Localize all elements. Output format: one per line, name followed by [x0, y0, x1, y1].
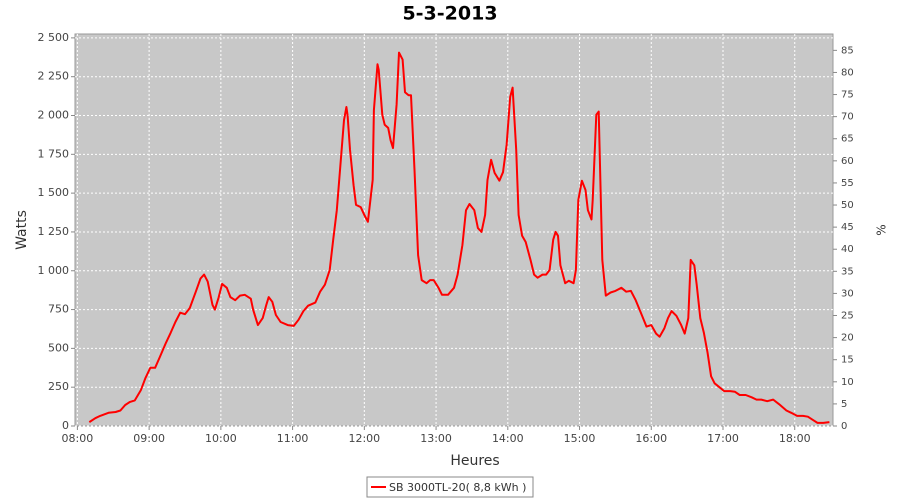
y2-tick-label: 0	[841, 421, 847, 432]
x-axis-label: Heures	[450, 453, 499, 469]
x-tick-label: 08:00	[62, 432, 94, 445]
y2-tick-label: 35	[841, 266, 854, 277]
y2-tick-label: 45	[841, 222, 854, 233]
y2-tick-label: 10	[841, 377, 854, 388]
y-tick-label: 500	[48, 341, 69, 354]
y2-tick-label: 70	[841, 112, 854, 123]
y2-tick-label: 40	[841, 244, 854, 255]
line-series	[88, 51, 830, 424]
x-tick-label: 18:00	[779, 432, 811, 445]
y2-tick-label: 30	[841, 288, 854, 299]
y2-tick-label: 25	[841, 311, 854, 322]
y2-tick-label: 65	[841, 134, 854, 145]
y-tick-label: 1 750	[38, 147, 70, 160]
y-tick-label: 0	[62, 419, 69, 432]
x-tick-label: 15:00	[564, 432, 596, 445]
y2-tick-label: 75	[841, 90, 854, 101]
y2-tick-label: 60	[841, 156, 854, 167]
y2-tick-label: 5	[841, 399, 847, 410]
y-tick-label: 750	[48, 303, 69, 316]
y2-tick-label: 15	[841, 355, 854, 366]
x-tick-label: 10:00	[205, 432, 237, 445]
y-tick-label: 2 500	[38, 31, 70, 44]
legend	[366, 476, 534, 498]
y2-tick-label: 55	[841, 178, 854, 189]
y-tick-label: 250	[48, 380, 69, 393]
y-tick-label: 1 250	[38, 225, 70, 238]
x-tick-label: 13:00	[420, 432, 452, 445]
x-tick-label: 11:00	[277, 432, 309, 445]
y2-tick-label: 85	[841, 45, 854, 56]
legend-label: SB 3000TL-20( 8,8 kWh )	[389, 481, 526, 494]
y2-tick-label: 20	[841, 333, 854, 344]
x-tick-label: 17:00	[707, 432, 739, 445]
y2-tick-label: 50	[841, 200, 854, 211]
y-tick-label: 1 500	[38, 186, 70, 199]
y-tick-label: 2 000	[38, 109, 70, 122]
plot-area	[74, 33, 834, 427]
y-axis-label: Watts	[14, 210, 30, 250]
x-tick-label: 14:00	[492, 432, 524, 445]
y-tick-label: 2 250	[38, 70, 70, 83]
y-tick-label: 1 000	[38, 264, 70, 277]
x-tick-label: 09:00	[133, 432, 165, 445]
x-tick-label: 12:00	[348, 432, 380, 445]
chart-title: 5-3-2013	[402, 3, 497, 25]
y2-tick-label: 80	[841, 67, 854, 78]
y2-axis-label: %	[875, 224, 889, 235]
x-tick-label: 16:00	[635, 432, 667, 445]
